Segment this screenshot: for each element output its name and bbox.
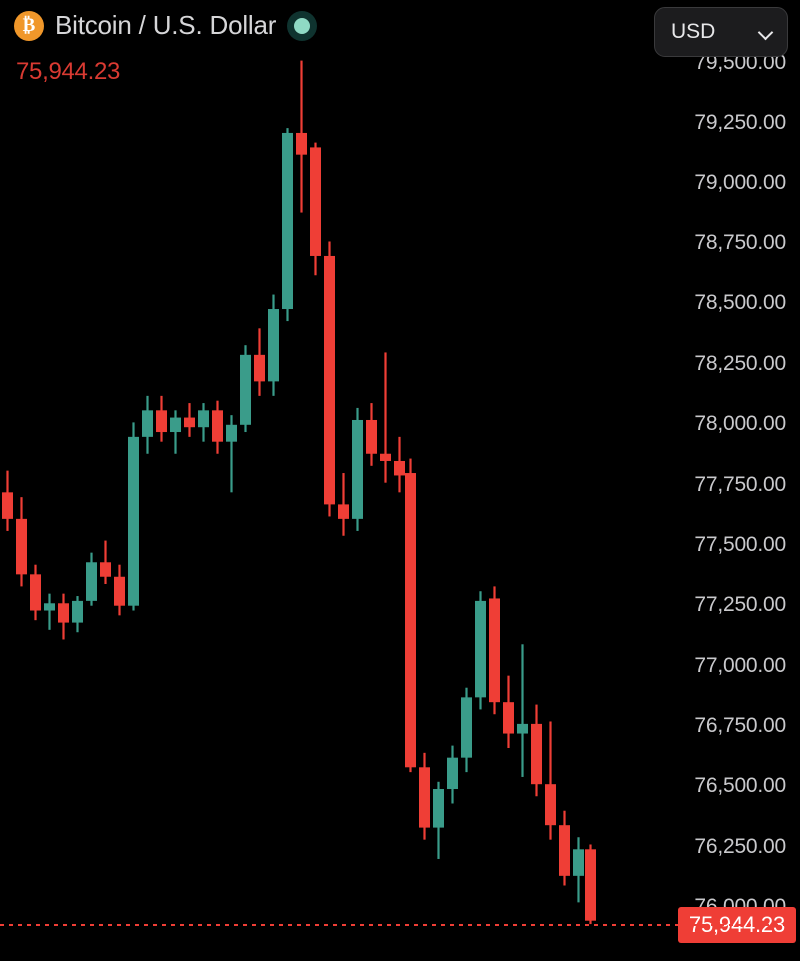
candlestick <box>254 328 265 396</box>
candlestick <box>212 400 223 454</box>
candlestick <box>268 294 279 396</box>
price-axis[interactable]: 79,500.00 79,250.00 79,000.00 78,750.00 78,5… <box>640 0 800 961</box>
chevron-down-icon <box>759 25 773 39</box>
candlestick <box>44 593 55 630</box>
candlestick <box>310 142 321 276</box>
currency-select-value: USD <box>671 20 716 43</box>
candlestick <box>142 395 153 454</box>
candlestick <box>531 704 542 797</box>
candlestick <box>86 552 97 606</box>
candlestick <box>475 591 486 710</box>
candlestick <box>324 241 335 517</box>
bitcoin-icon: ₿ <box>14 10 44 41</box>
candlestick <box>366 403 377 466</box>
chart-header: ₿ Bitcoin / U.S. Dollar 75,944.23 <box>0 0 800 100</box>
candlestick <box>380 352 391 483</box>
axis-tick-label: 76,500.00 <box>694 774 786 797</box>
candlestick <box>461 687 472 773</box>
candlestick <box>545 721 556 840</box>
axis-tick-label: 78,250.00 <box>694 352 786 375</box>
candlestick <box>198 403 209 442</box>
axis-tick-label: 76,750.00 <box>694 714 786 737</box>
candlestick <box>585 844 596 925</box>
page-title: Bitcoin / U.S. Dollar <box>55 10 277 40</box>
current-price-badge: 75,944.23 <box>677 907 796 943</box>
candlestick <box>433 781 444 859</box>
axis-tick-label: 78,000.00 <box>694 412 786 435</box>
candlestick <box>282 128 293 322</box>
candlestick <box>352 407 363 531</box>
candlestick <box>100 540 111 584</box>
candlestick <box>114 564 125 616</box>
candlestick <box>405 458 416 773</box>
symbol-row[interactable]: ₿ Bitcoin / U.S. Dollar <box>14 10 318 41</box>
candlestick <box>156 395 167 442</box>
axis-tick-label: 79,000.00 <box>694 171 786 194</box>
live-status-dot <box>287 10 318 41</box>
candlestick <box>72 596 83 633</box>
axis-tick-label: 77,250.00 <box>694 593 786 616</box>
axis-tick-label: 77,500.00 <box>694 533 786 556</box>
candlestick <box>338 473 349 536</box>
axis-tick-label: 77,000.00 <box>694 654 786 677</box>
candlestick <box>296 60 307 213</box>
candlestick <box>573 837 584 903</box>
candlestick <box>503 675 514 749</box>
currency-select[interactable]: USD <box>654 7 788 57</box>
candlestick <box>419 752 430 840</box>
bitcoin-glyph: ₿ <box>22 15 36 36</box>
candlestick <box>16 497 27 587</box>
axis-tick-label: 79,250.00 <box>694 111 786 134</box>
axis-tick-label: 76,250.00 <box>694 835 786 858</box>
candlestick <box>394 436 405 493</box>
axis-tick-label: 78,750.00 <box>694 231 786 254</box>
candlestick <box>489 586 500 715</box>
candlestick-chart[interactable] <box>0 0 645 961</box>
chart-svg <box>2 60 596 925</box>
candlestick <box>517 644 528 777</box>
candlestick <box>170 410 181 454</box>
candlestick <box>240 345 251 433</box>
last-price-label: 75,944.23 <box>16 58 121 85</box>
candlestick <box>128 422 139 611</box>
axis-tick-label: 77,750.00 <box>694 473 786 496</box>
candlestick <box>447 745 458 804</box>
candlestick <box>2 470 13 531</box>
candlestick <box>58 593 69 640</box>
axis-tick-label: 78,500.00 <box>694 291 786 314</box>
candlestick <box>559 810 570 886</box>
candlestick <box>184 403 195 437</box>
candlestick <box>226 415 237 493</box>
candlestick <box>30 564 41 621</box>
